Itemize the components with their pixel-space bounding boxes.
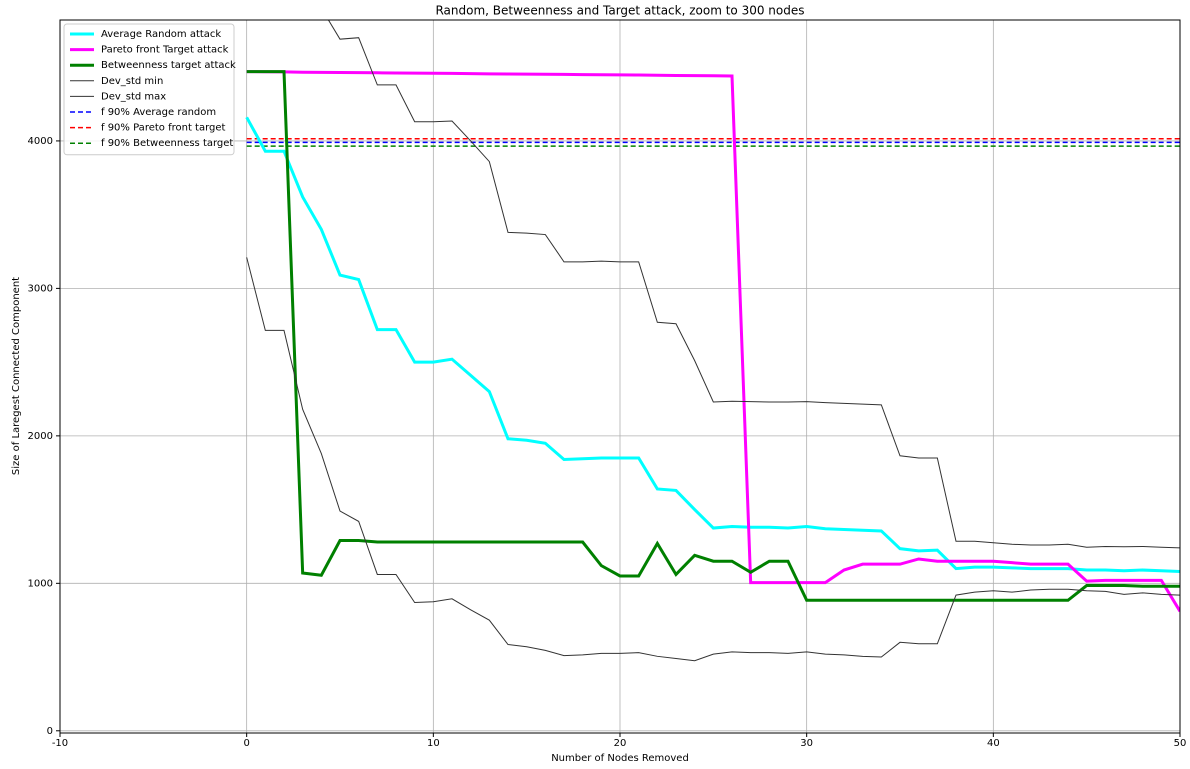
y-tick-label: 0 (47, 726, 53, 737)
axes-frame (59, 19, 1181, 734)
series-line (246, 70, 1180, 602)
chart-title: Random, Betweenness and Target attack, z… (435, 4, 804, 18)
legend-label: f 90% Betweenness target (101, 138, 233, 149)
series-line (245, 116, 1180, 574)
legend-label: Dev_std min (101, 76, 163, 87)
plot-area (245, 20, 1180, 662)
legend-label: f 90% Average random (101, 107, 216, 118)
y-tick-label: 4000 (28, 136, 53, 147)
y-tick-label: 2000 (28, 431, 53, 442)
y-tick-label: 1000 (28, 578, 53, 589)
y-tick-label: 3000 (28, 283, 53, 294)
legend-label: f 90% Pareto front target (101, 123, 226, 134)
legend-label: Pareto front Target attack (101, 45, 229, 56)
x-tick-label: 10 (427, 738, 440, 749)
x-tick-label: 20 (614, 738, 627, 749)
series-line (246, 70, 1180, 613)
x-tick-label: 0 (243, 738, 249, 749)
legend-label: Average Random attack (101, 29, 221, 40)
series-line (246, 257, 1180, 662)
x-tick-label: 30 (800, 738, 813, 749)
legend-box (63, 23, 235, 156)
x-axis-label: Number of Nodes Removed (551, 753, 689, 764)
x-tick-label: -10 (52, 738, 68, 749)
x-tick-label: 50 (1174, 738, 1187, 749)
legend-label: Dev_std max (101, 91, 166, 102)
series-line (327, 20, 1180, 549)
legend-label: Betweenness target attack (101, 60, 236, 71)
y-axis-label: Size of Laregest Connected Component (11, 277, 22, 475)
x-tick-label: 40 (987, 738, 1000, 749)
